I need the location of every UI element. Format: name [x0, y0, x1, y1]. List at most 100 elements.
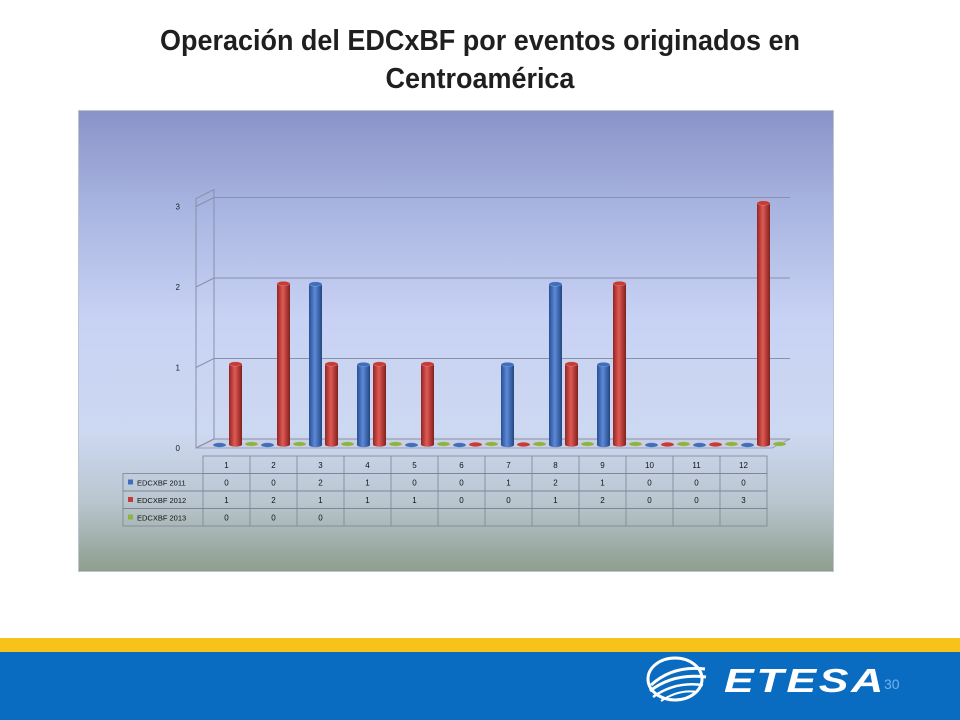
bar-base	[757, 442, 770, 447]
bar-top	[564, 361, 579, 367]
bar-body	[277, 283, 290, 445]
bar-top	[740, 442, 755, 448]
bar-edcxbf-2013-5	[436, 441, 451, 447]
legend-key-1	[128, 497, 133, 502]
x-tick-label: 10	[645, 461, 654, 470]
bars-layer	[212, 200, 787, 448]
table-cell-value: 0	[412, 479, 417, 488]
table-cell-value: 0	[224, 514, 229, 523]
bar-top	[772, 441, 787, 447]
bar-edcxbf-2011-10	[644, 442, 659, 448]
etesa-logo-text: ETESA	[724, 662, 887, 699]
etesa-logo-icon	[646, 656, 707, 702]
bar-top	[580, 441, 595, 447]
bar-edcxbf-2012-9	[612, 281, 627, 447]
x-tick-label: 6	[459, 461, 464, 470]
x-tick-label: 2	[271, 461, 276, 470]
bar-base	[565, 442, 578, 447]
bar-base	[277, 442, 290, 447]
bar-body	[501, 364, 514, 445]
x-tick-label: 7	[506, 461, 511, 470]
bar-top	[436, 441, 451, 447]
table-cell-value: 2	[271, 496, 276, 505]
table-cell-value: 0	[647, 479, 652, 488]
y-tick-label: 3	[176, 203, 181, 212]
bar-edcxbf-2011-9	[596, 362, 611, 448]
bar-edcxbf-2013-1	[244, 441, 259, 447]
table-cell-value: 1	[553, 496, 558, 505]
table-cell-value: 1	[600, 479, 605, 488]
bar-top	[324, 361, 339, 367]
table-cell-value: 0	[694, 479, 699, 488]
x-tick-label: 3	[318, 461, 323, 470]
bar-top	[276, 281, 291, 286]
bar-base	[549, 442, 562, 448]
bar-edcxbf-2012-7	[516, 442, 531, 447]
bar-top	[340, 441, 355, 447]
bar-body	[597, 364, 610, 445]
bar-edcxbf-2012-5	[420, 361, 435, 447]
bar-top	[372, 361, 387, 367]
legend-label: EDCXBF 2011	[137, 479, 186, 488]
bar-base	[597, 442, 610, 448]
table-cell-value: 0	[506, 496, 511, 505]
footer-yellow-band	[0, 638, 960, 652]
table-cell-value: 3	[741, 496, 746, 505]
bar-top	[244, 441, 259, 447]
table-cell-value: 2	[600, 496, 605, 505]
table-cell-value: 0	[271, 479, 276, 488]
bar-edcxbf-2012-10	[660, 442, 675, 447]
gridline-diag	[195, 358, 215, 368]
bar-edcxbf-2012-1	[228, 361, 243, 447]
bar-top	[724, 441, 739, 447]
table-cell-value: 0	[318, 514, 323, 523]
x-tick-label: 11	[692, 461, 701, 470]
legend-key-0	[128, 479, 133, 485]
y-tick-label: 2	[176, 283, 181, 292]
side-wall	[195, 188, 215, 449]
bar-body	[565, 364, 578, 445]
bar-edcxbf-2012-4	[372, 361, 387, 447]
bar-top	[452, 442, 467, 448]
bar-base	[309, 442, 322, 448]
bar-top	[612, 281, 627, 286]
table-cell-value: 0	[694, 496, 699, 505]
bar-edcxbf-2013-7	[532, 441, 547, 447]
bar-base	[373, 442, 386, 447]
bar-base	[325, 442, 338, 447]
bar-edcxbf-2013-10	[676, 441, 691, 447]
bar-base	[421, 442, 434, 447]
bar-top	[756, 200, 771, 206]
bar-edcxbf-2012-3	[324, 361, 339, 447]
bar-edcxbf-2013-9	[628, 441, 643, 447]
bar-edcxbf-2012-8	[564, 361, 579, 447]
bar-body	[757, 203, 770, 445]
bar-edcxbf-2013-12	[772, 441, 787, 447]
bar-edcxbf-2013-6	[484, 441, 499, 447]
bar-edcxbf-2011-7	[500, 362, 515, 448]
bar-top	[708, 442, 723, 447]
bar-base	[229, 442, 242, 447]
y-tick-label: 0	[176, 444, 181, 453]
bar-top	[388, 441, 403, 447]
bar-top	[292, 441, 307, 447]
bar-edcxbf-2012-11	[708, 442, 723, 447]
x-tick-label: 9	[600, 461, 605, 470]
bar-edcxbf-2013-8	[580, 441, 595, 447]
table-cell-value: 2	[318, 479, 323, 488]
table-cell-value: 1	[365, 479, 370, 488]
legend-label: EDCXBF 2012	[137, 496, 186, 505]
bar-top	[516, 442, 531, 447]
bar-edcxbf-2012-6	[468, 442, 483, 447]
table-cell-value: 0	[741, 479, 746, 488]
bar-edcxbf-2013-3	[340, 441, 355, 447]
bar-base	[501, 442, 514, 448]
bar-top	[420, 361, 435, 367]
x-tick-label: 12	[739, 461, 748, 470]
bar-edcxbf-2011-1	[212, 442, 227, 448]
bar-top	[548, 281, 563, 287]
x-tick-label: 4	[365, 461, 370, 470]
